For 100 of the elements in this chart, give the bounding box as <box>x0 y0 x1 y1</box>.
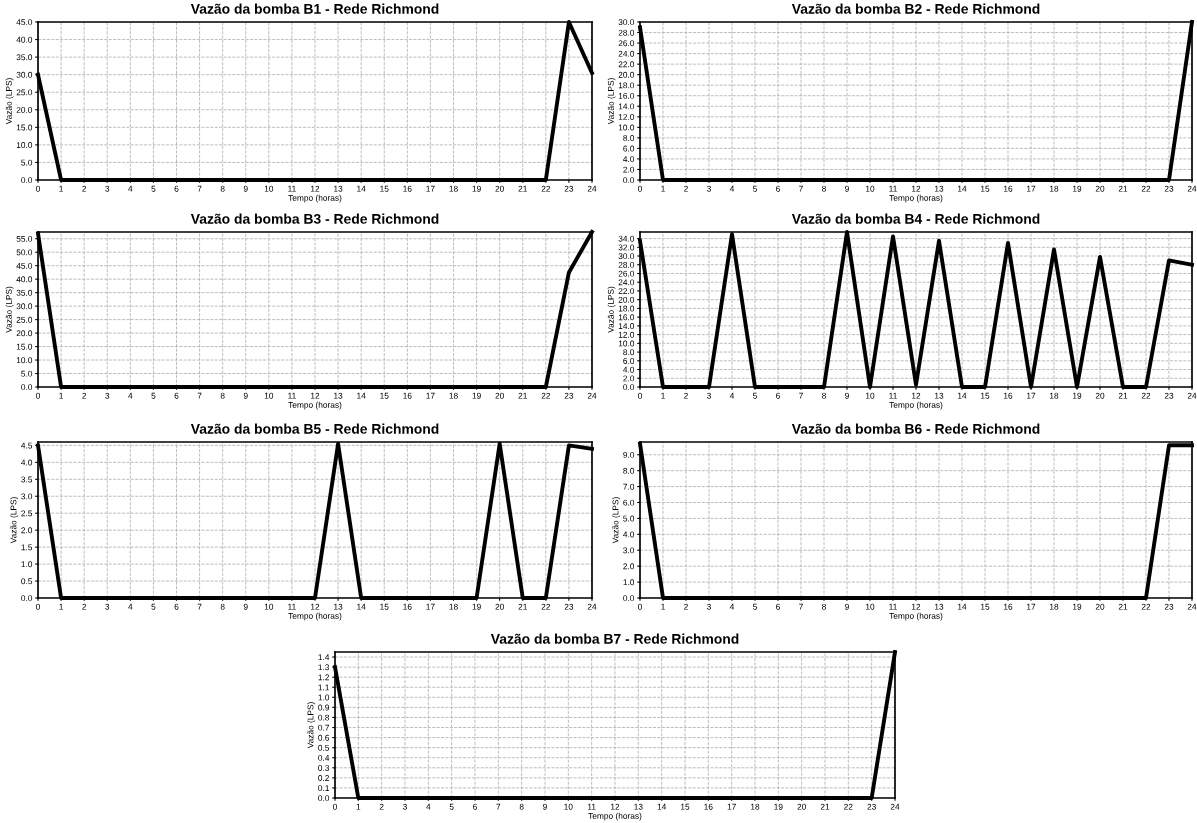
x-tick-label: 22 <box>1141 392 1151 399</box>
x-tick-label: 10 <box>866 185 875 192</box>
y-axis-title: Vazão (LPS) <box>607 286 616 333</box>
y-tick-label: 18.0 <box>618 82 635 89</box>
y-tick-label: 0.3 <box>318 764 330 771</box>
x-tick-label: 21 <box>1118 185 1128 192</box>
y-tick-label: 6.0 <box>623 145 635 152</box>
y-tick-label: 20.0 <box>618 71 635 78</box>
x-axis-title: Tempo (horas) <box>588 812 642 821</box>
y-tick-label: 4.0 <box>623 366 635 373</box>
y-tick-label: 2.0 <box>623 166 635 173</box>
x-tick-label: 12 <box>912 392 921 399</box>
x-tick-label: 11 <box>889 185 897 192</box>
y-tick-label: 32.0 <box>618 244 635 251</box>
x-tick-label: 17 <box>426 392 435 399</box>
y-tick-label: 0.7 <box>318 724 330 731</box>
x-tick-label: 13 <box>334 603 343 610</box>
y-tick-label: 0.0 <box>21 177 33 184</box>
x-tick-label: 20 <box>495 185 504 192</box>
x-tick-label: 20 <box>495 603 504 610</box>
x-tick-label: 12 <box>611 803 620 810</box>
x-tick-label: 17 <box>727 803 736 810</box>
x-tick-label: 13 <box>935 392 944 399</box>
x-tick-label: 16 <box>1004 392 1013 399</box>
x-tick-label: 22 <box>1141 185 1151 192</box>
x-tick-label: 3 <box>403 803 407 810</box>
x-tick-label: 0 <box>638 392 642 399</box>
y-tick-label: 35.0 <box>16 54 33 61</box>
x-tick-label: 18 <box>449 392 458 399</box>
x-tick-label: 7 <box>197 603 202 610</box>
x-tick-label: 12 <box>912 185 921 192</box>
x-tick-label: 11 <box>288 603 296 610</box>
y-tick-label: 4.0 <box>21 459 33 466</box>
x-tick-label: 14 <box>357 185 366 192</box>
y-axis-title: Vazão (LPS) <box>5 78 14 125</box>
x-tick-label: 4 <box>128 392 133 399</box>
x-tick-label: 16 <box>403 185 412 192</box>
x-tick-label: 4 <box>426 803 431 810</box>
x-tick-label: 18 <box>1050 185 1059 192</box>
y-tick-label: 4.0 <box>623 156 635 163</box>
x-tick-label: 14 <box>958 185 967 192</box>
x-tick-label: 5 <box>753 603 757 610</box>
x-tick-label: 7 <box>799 185 803 192</box>
x-tick-label: 18 <box>1050 392 1059 399</box>
x-tick-label: 15 <box>981 603 990 610</box>
x-tick-label: 24 <box>587 185 597 192</box>
x-tick-label: 4 <box>729 603 735 610</box>
x-tick-label: 15 <box>981 185 990 192</box>
x-tick-label: 3 <box>105 392 110 399</box>
y-tick-label: 14.0 <box>618 103 635 110</box>
x-tick-label: 1 <box>661 392 665 399</box>
x-tick-label: 9 <box>543 803 547 810</box>
x-tick-label: 2 <box>379 803 384 810</box>
x-tick-label: 5 <box>151 185 156 192</box>
x-tick-label: 14 <box>357 603 366 610</box>
x-axis-title: Tempo (horas) <box>889 401 943 410</box>
x-tick-label: 9 <box>243 185 248 192</box>
x-tick-label: 22 <box>541 185 551 192</box>
x-axis-title: Tempo (horas) <box>288 401 342 410</box>
x-tick-label: 1 <box>356 803 361 810</box>
y-tick-label: 10.0 <box>16 142 33 148</box>
x-tick-label: 24 <box>1187 603 1197 610</box>
y-tick-label: 10.0 <box>618 124 635 131</box>
x-tick-label: 21 <box>518 392 527 399</box>
x-tick-label: 16 <box>403 392 412 399</box>
y-tick-label: 1.1 <box>318 684 330 691</box>
x-tick-label: 11 <box>288 185 296 192</box>
x-tick-label: 0 <box>36 392 40 399</box>
x-tick-label: 12 <box>912 603 921 610</box>
y-tick-label: 0.2 <box>318 775 330 781</box>
y-tick-label: 1.4 <box>318 654 330 661</box>
y-tick-label: 28.0 <box>618 29 635 36</box>
x-tick-label: 4 <box>128 185 133 192</box>
x-tick-label: 10 <box>866 603 875 610</box>
y-tick-label: 10.0 <box>16 357 33 364</box>
x-tick-label: 20 <box>797 803 806 810</box>
x-tick-label: 22 <box>541 392 551 399</box>
y-tick-label: 0.0 <box>21 384 33 391</box>
x-tick-label: 14 <box>357 392 366 399</box>
x-tick-label: 18 <box>1050 603 1059 610</box>
x-tick-label: 6 <box>174 603 179 610</box>
x-tick-label: 24 <box>1187 185 1197 192</box>
x-tick-label: 23 <box>1164 392 1174 399</box>
y-tick-label: 7.0 <box>623 483 635 490</box>
x-tick-label: 7 <box>799 603 803 610</box>
x-tick-label: 8 <box>822 392 826 399</box>
x-tick-label: 11 <box>889 392 897 399</box>
x-tick-label: 6 <box>473 803 477 810</box>
y-tick-label: 15.0 <box>16 343 33 350</box>
y-tick-label: 0.9 <box>318 704 330 711</box>
x-tick-label: 17 <box>1027 392 1036 399</box>
y-tick-label: 16.0 <box>618 92 635 99</box>
y-tick-label: 30.0 <box>618 19 635 26</box>
x-tick-label: 23 <box>564 185 574 192</box>
x-tick-label: 19 <box>472 392 481 399</box>
y-tick-label: 0.5 <box>318 744 330 751</box>
y-tick-label: 1.3 <box>318 664 330 671</box>
x-tick-label: 9 <box>243 392 248 399</box>
x-tick-label: 6 <box>174 392 179 399</box>
y-tick-label: 5.0 <box>21 370 33 377</box>
